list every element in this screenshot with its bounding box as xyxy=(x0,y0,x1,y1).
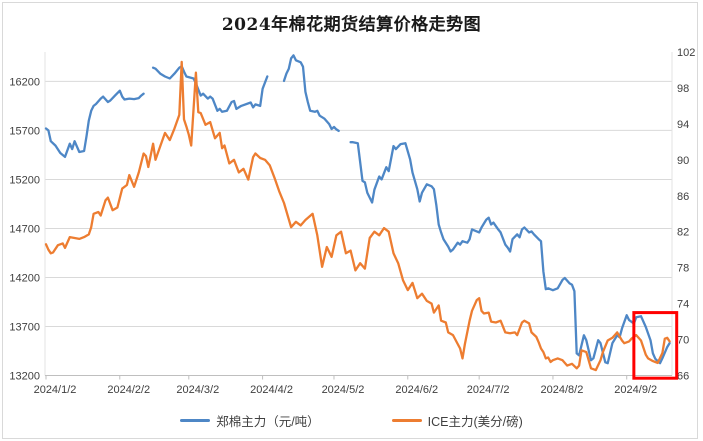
y-axis-left-label: 15700 xyxy=(9,125,40,137)
x-axis-label: 2024/7/2 xyxy=(467,384,510,396)
y-axis-right-label: 82 xyxy=(677,227,689,239)
y-axis-right-label: 98 xyxy=(677,83,689,95)
y-axis-right-label: 78 xyxy=(677,263,689,275)
legend-label-czce: 郑棉主力（元/吨） xyxy=(216,415,320,429)
y-axis-left-label: 15200 xyxy=(9,174,40,186)
y-axis-right-label: 94 xyxy=(677,119,689,131)
legend-label-ice: ICE主力(美分/磅) xyxy=(427,415,523,429)
highlight-box xyxy=(632,311,679,380)
y-axis-left-label: 14700 xyxy=(9,223,40,235)
x-axis-label: 2024/9/2 xyxy=(614,384,657,396)
x-axis-label: 2024/4/2 xyxy=(250,384,293,396)
x-axis-label: 2024/8/2 xyxy=(541,384,584,396)
czce-price-line xyxy=(282,54,340,133)
y-axis-right-label: 70 xyxy=(677,335,689,347)
y-axis-right-label: 66 xyxy=(677,371,689,383)
x-axis-label: 2024/5/2 xyxy=(322,384,365,396)
y-axis-left-label: 16200 xyxy=(9,76,40,88)
x-axis-label: 2024/6/2 xyxy=(395,384,438,396)
y-axis-right-label: 74 xyxy=(677,299,689,311)
y-axis-right-label: 90 xyxy=(677,155,689,167)
x-axis-label: 2024/2/2 xyxy=(107,384,150,396)
y-axis-left-label: 14200 xyxy=(9,272,40,284)
chart-title: 2024年棉花期货结算价格走势图 xyxy=(221,15,482,35)
ice-line-marker-icon xyxy=(391,418,422,423)
czce-price-line xyxy=(349,141,671,365)
y-axis-right-label: 102 xyxy=(677,47,695,59)
legend-item-czce: 郑棉主力（元/吨） xyxy=(180,411,320,430)
y-axis-right-label: 86 xyxy=(677,191,689,203)
czce-line-marker-icon xyxy=(180,418,211,423)
x-axis-label: 2024/3/2 xyxy=(176,384,219,396)
x-axis-label: 2024/1/2 xyxy=(34,384,77,396)
czce-price-line xyxy=(151,65,269,113)
legend-item-ice: ICE主力(美分/磅) xyxy=(391,411,523,430)
chart-legend: 郑棉主力（元/吨） ICE主力(美分/磅) xyxy=(0,411,703,430)
czce-price-line xyxy=(44,89,145,159)
y-axis-left-label: 13700 xyxy=(9,321,40,333)
y-axis-left-label: 13200 xyxy=(9,371,40,383)
ice-price-line xyxy=(44,60,671,372)
